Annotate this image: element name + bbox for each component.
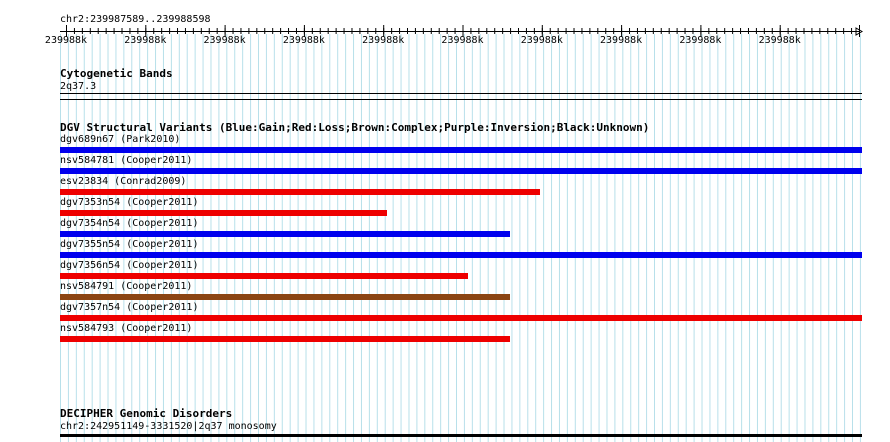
ruler-tick-label: 239988k [203, 35, 246, 46]
dgv-track-title[interactable]: DGV Structural Variants (Blue:Gain;Red:L… [60, 121, 650, 134]
dgv-feature-label[interactable]: dgv7354n54 (Cooper2011) [60, 218, 199, 229]
dgv-feature-bar[interactable] [60, 315, 862, 321]
dgv-feature-label[interactable]: dgv7356n54 (Cooper2011) [60, 260, 199, 271]
ruler-tick-label: 239988k [679, 35, 722, 46]
dgv-feature-label[interactable]: dgv7353n54 (Cooper2011) [60, 197, 199, 208]
dgv-feature-label[interactable]: dgv689n67 (Park2010) [60, 134, 181, 145]
ruler-tick-label: 239988k [44, 35, 88, 46]
cytoband-bar-top [60, 93, 862, 94]
dgv-feature-label[interactable]: nsv584793 (Cooper2011) [60, 323, 193, 334]
decipher-track-title[interactable]: DECIPHER Genomic Disorders [60, 407, 233, 420]
dgv-feature-bar[interactable] [60, 168, 862, 174]
dgv-feature-bar[interactable] [60, 252, 862, 258]
ruler-tick-label: 239988k [441, 35, 484, 46]
cytoband-bar-bottom [60, 99, 862, 100]
dgv-feature-bar[interactable] [60, 189, 540, 195]
dgv-feature-bar[interactable] [60, 336, 510, 342]
dgv-feature-bar[interactable] [60, 210, 387, 216]
dgv-feature-label[interactable]: esv23834 (Conrad2009) [60, 176, 187, 187]
ruler-tick-label: 239988k [362, 35, 405, 46]
dgv-feature-bar[interactable] [60, 294, 510, 300]
dgv-feature-bar[interactable] [60, 147, 862, 153]
dgv-feature-label[interactable]: nsv584781 (Cooper2011) [60, 155, 193, 166]
dgv-feature-label[interactable]: dgv7357n54 (Cooper2011) [60, 302, 199, 313]
decipher-feature-bar[interactable] [60, 434, 862, 437]
ruler-tick-label: 239988k [758, 35, 801, 46]
dgv-feature-bar[interactable] [60, 231, 510, 237]
dgv-feature-label[interactable]: nsv584791 (Cooper2011) [60, 281, 193, 292]
region-label: chr2:239987589..239988598 [60, 14, 211, 25]
dgv-feature-bar[interactable] [60, 273, 468, 279]
cytoband-label[interactable]: 2q37.3 [60, 81, 97, 92]
decipher-feature-label[interactable]: chr2:242951149-3331520|2q37 monosomy [60, 421, 277, 432]
ruler-tick-label: 239988k [124, 35, 167, 46]
ruler-axis [60, 31, 860, 32]
dgv-feature-label[interactable]: dgv7355n54 (Cooper2011) [60, 239, 199, 250]
ruler-tick-label: 239988k [282, 35, 325, 46]
cytoband-track-title[interactable]: Cytogenetic Bands [60, 67, 173, 80]
ruler-tick-label: 239988k [520, 35, 563, 46]
ruler-tick-label: 239988k [600, 35, 643, 46]
